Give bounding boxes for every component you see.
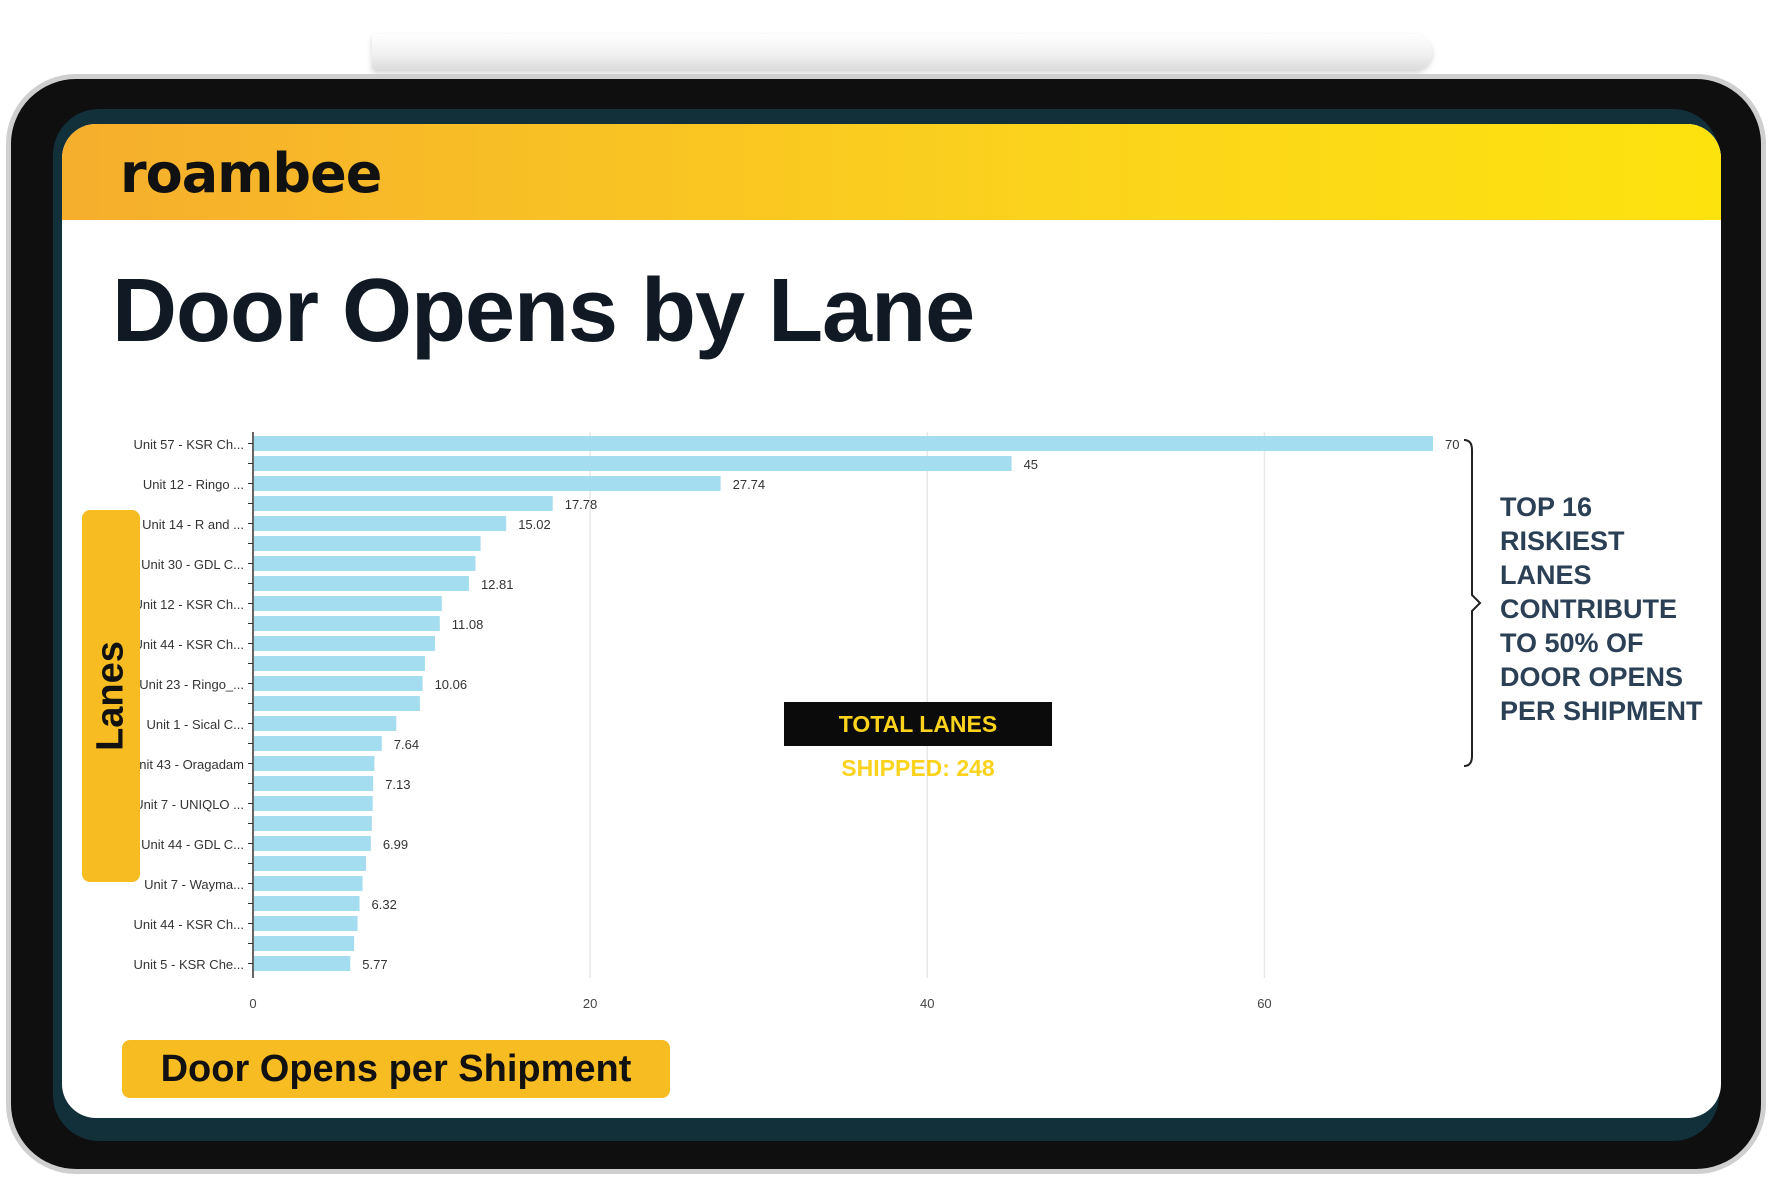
- y-axis-label-box: [82, 510, 140, 882]
- category-label: Unit 14 - R and ...: [142, 517, 244, 532]
- category-label: Unit 30 - GDL C...: [141, 557, 244, 572]
- category-label: Unit 43 - Oragadam: [130, 757, 244, 772]
- category-label: Unit 1 - Sical C...: [146, 717, 244, 732]
- data-label: 70: [1445, 437, 1459, 452]
- bar: [254, 796, 373, 811]
- bar: [254, 716, 397, 731]
- category-label: Unit 57 - KSR Ch...: [133, 437, 244, 452]
- bar: [254, 956, 351, 971]
- risk-callout-line: TOP 16: [1500, 492, 1593, 522]
- x-tick-label: 0: [249, 996, 256, 1011]
- roambee-logo: roambee: [120, 142, 382, 205]
- data-label: 6.99: [383, 837, 408, 852]
- x-tick-label: 60: [1257, 996, 1271, 1011]
- bar: [254, 856, 366, 871]
- bar: [254, 756, 375, 771]
- bar: [254, 556, 476, 571]
- callout-bracket: [1463, 439, 1482, 767]
- category-label: Unit 44 - KSR Ch...: [133, 637, 244, 652]
- bar: [254, 816, 372, 831]
- data-label: 17.78: [565, 497, 598, 512]
- category-label: Unit 12 - Ringo ...: [143, 477, 244, 492]
- page-title: Door Opens by Lane: [112, 261, 975, 361]
- bar: [254, 656, 425, 671]
- data-label: 7.13: [385, 777, 410, 792]
- data-label: 11.08: [452, 617, 484, 632]
- bar: [254, 456, 1012, 471]
- data-label: 6.32: [372, 897, 397, 912]
- x-tick-label: 20: [583, 996, 597, 1011]
- bar: [254, 636, 436, 651]
- bar: [254, 496, 553, 511]
- risk-callout-line: PER SHIPMENT: [1500, 696, 1703, 726]
- y-axis-label: Lanes: [89, 641, 132, 751]
- category-label: Unit 23 - Ringo_...: [139, 677, 244, 692]
- bar: [254, 536, 481, 551]
- x-axis-label: Door Opens per Shipment: [160, 1048, 632, 1090]
- bar: [254, 476, 721, 491]
- bar: [254, 676, 423, 691]
- risk-callout-line: DOOR OPENS: [1500, 662, 1684, 692]
- bar: [254, 576, 469, 591]
- data-label: 5.77: [362, 957, 387, 972]
- bar: [254, 876, 363, 891]
- bar: [254, 896, 360, 911]
- bar: [254, 516, 507, 531]
- risk-callout-line: TO 50% OF: [1500, 628, 1644, 658]
- bar: [254, 916, 358, 931]
- risk-callout: TOP 16 RISKIEST LANES CONTRIBUTE TO 50% OF DO…: [1500, 490, 1703, 728]
- bar: [254, 436, 1433, 451]
- tablet-screen: roambee Door Opens by Lane: [62, 124, 1721, 1118]
- category-label: Unit 7 - UNIQLO ...: [134, 797, 244, 812]
- bar: [254, 936, 355, 951]
- data-label: 27.74: [733, 477, 766, 492]
- category-label: Unit 7 - Wayma...: [144, 877, 244, 892]
- bar: [254, 616, 440, 631]
- risk-callout-line: RISKIEST: [1500, 526, 1625, 556]
- risk-callout-line: CONTRIBUTE: [1500, 594, 1677, 624]
- data-label: 45: [1024, 457, 1038, 472]
- brand-header: roambee: [62, 124, 1721, 220]
- category-label: Unit 44 - GDL C...: [141, 837, 244, 852]
- bar: [254, 776, 374, 791]
- x-tick-label: 40: [920, 996, 934, 1011]
- risk-callout-line: LANES: [1500, 560, 1592, 590]
- stylus-pencil: [372, 34, 1432, 70]
- data-label: 10.06: [435, 677, 468, 692]
- x-axis-label-box: [122, 1040, 670, 1098]
- data-label: 7.64: [394, 737, 419, 752]
- bar: [254, 736, 382, 751]
- category-label: Unit 44 - KSR Ch...: [133, 917, 244, 932]
- bar: [254, 836, 371, 851]
- data-label: 15.02: [518, 517, 551, 532]
- category-label: Unit 12 - KSR Ch...: [133, 597, 244, 612]
- bar: [254, 596, 442, 611]
- bar: [254, 696, 420, 711]
- category-label: Unit 5 - KSR Che...: [133, 957, 244, 972]
- data-label: 12.81: [481, 577, 514, 592]
- total-lanes-badge: TOTAL LANES SHIPPED: 248: [784, 702, 1052, 781]
